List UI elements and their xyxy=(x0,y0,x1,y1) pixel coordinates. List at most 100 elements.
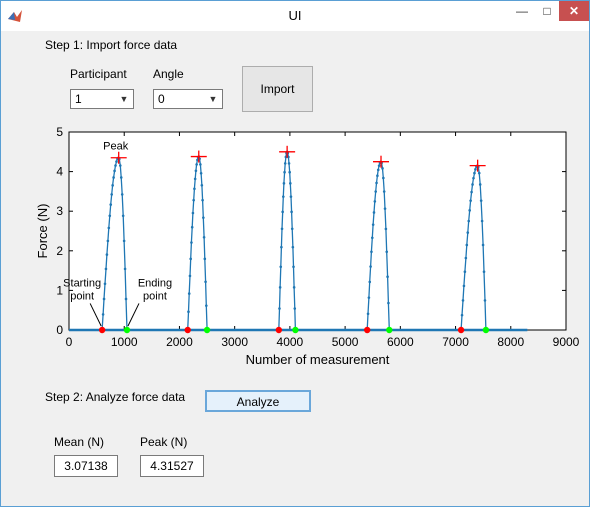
force-data-point xyxy=(480,219,484,223)
force-data-point xyxy=(467,219,471,223)
force-data-point xyxy=(290,227,294,231)
import-button[interactable]: Import xyxy=(242,66,313,112)
force-data-point xyxy=(470,190,473,194)
x-axis-label: Number of measurement xyxy=(246,352,390,367)
end-point-marker xyxy=(203,326,211,334)
force-data-point xyxy=(104,267,108,271)
y-tick-label: 4 xyxy=(56,165,63,179)
force-data-point xyxy=(375,181,378,185)
force-data-point xyxy=(204,280,207,284)
force-data-point xyxy=(371,223,375,226)
force-data-point xyxy=(113,169,116,173)
force-data-point xyxy=(386,275,389,279)
start-point-marker xyxy=(364,326,371,334)
y-tick-label: 1 xyxy=(56,283,63,297)
chevron-down-icon[interactable]: ▼ xyxy=(208,94,218,104)
force-data-point xyxy=(202,235,206,239)
end-point-marker xyxy=(386,326,393,334)
force-data-point xyxy=(461,299,465,302)
force-data-point xyxy=(472,176,475,180)
force-data-point xyxy=(481,243,485,247)
step2-heading: Step 2: Analyze force data xyxy=(45,390,186,404)
x-tick-label: 6000 xyxy=(387,335,414,349)
force-data-point xyxy=(282,195,285,198)
force-data-point xyxy=(288,170,291,174)
peak-label: Peak (N) xyxy=(140,435,188,449)
force-chart: 0 1000 2000 3000 4000 5000 6000 7000 8000 9000 0 1 2… xyxy=(35,125,580,367)
force-data-point xyxy=(107,226,111,230)
chevron-down-icon[interactable]: ▼ xyxy=(119,94,129,104)
force-data-point xyxy=(195,163,198,166)
angle-label: Angle xyxy=(153,67,184,81)
step1-heading: Step 1: Import force data xyxy=(45,38,178,52)
force-data-point xyxy=(381,167,384,170)
participant-select[interactable]: 1 ▼ xyxy=(70,89,134,109)
ending-point-arrow xyxy=(127,303,140,327)
force-data-point xyxy=(111,184,114,187)
force-data-point xyxy=(105,253,109,256)
x-tick-label: 5000 xyxy=(332,335,359,349)
window-title: UI xyxy=(288,8,302,23)
start-point-marker xyxy=(275,326,283,334)
force-data-point xyxy=(477,171,481,175)
maximize-button[interactable]: □ xyxy=(543,4,551,18)
y-axis-label: Force (N) xyxy=(35,204,50,259)
force-data-point xyxy=(190,225,194,229)
force-data-point xyxy=(200,183,204,187)
force-data-point xyxy=(106,239,110,243)
force-data-point xyxy=(460,313,464,317)
mean-label: Mean (N) xyxy=(54,435,105,449)
force-data-point xyxy=(483,299,487,302)
force-data-point xyxy=(290,210,293,214)
force-data-point xyxy=(199,171,203,175)
starting-point-annotation-line2: point xyxy=(70,290,94,302)
force-data-point xyxy=(124,297,128,301)
force-data-point xyxy=(279,265,283,269)
force-data-point xyxy=(382,176,385,180)
force-data-point xyxy=(278,307,281,310)
close-button[interactable]: ✕ xyxy=(559,1,589,21)
force-data-point xyxy=(384,227,388,231)
force-data-point xyxy=(291,245,295,249)
force-data-point xyxy=(376,174,379,178)
starting-point-arrow xyxy=(89,303,102,327)
force-data-point xyxy=(466,231,470,234)
force-data-point xyxy=(108,214,112,218)
force-data-point xyxy=(102,297,106,301)
end-point-marker xyxy=(482,326,490,334)
force-data-point xyxy=(373,200,377,203)
force-data-point xyxy=(278,286,282,289)
force-data-point xyxy=(205,304,208,307)
force-data-point xyxy=(370,250,373,254)
force-data-point xyxy=(103,282,107,286)
analyze-button[interactable]: Analyze xyxy=(205,390,311,412)
x-tick-label: 9000 xyxy=(553,335,580,349)
force-data-point xyxy=(366,312,370,316)
force-data-point xyxy=(464,256,468,260)
force-data-point xyxy=(292,265,295,269)
force-data-point xyxy=(283,162,287,165)
x-tick-label: 1000 xyxy=(111,335,138,349)
title-bar: UI — □ ✕ xyxy=(1,1,589,31)
force-data-point xyxy=(385,250,389,254)
force-data-point xyxy=(202,216,205,219)
end-point-marker xyxy=(123,326,131,334)
force-data-point xyxy=(374,190,377,193)
force-data-point xyxy=(368,280,372,284)
force-data-point xyxy=(289,195,293,198)
force-data-point xyxy=(199,163,202,166)
force-data-point xyxy=(110,193,113,196)
minimize-button[interactable]: — xyxy=(516,4,528,18)
force-data-point xyxy=(283,170,286,174)
x-tick-label: 0 xyxy=(66,335,73,349)
force-data-point xyxy=(280,227,284,231)
x-tick-label: 3000 xyxy=(221,335,248,349)
force-data-point xyxy=(193,187,196,191)
force-data-point xyxy=(463,270,467,274)
force-data-point xyxy=(376,168,380,172)
force-data-point xyxy=(377,164,381,167)
x-tick-label: 8000 xyxy=(497,335,524,349)
angle-select[interactable]: 0 ▼ xyxy=(153,89,223,109)
peak-value-field: 4.31527 xyxy=(140,455,204,477)
start-point-marker xyxy=(457,326,465,334)
